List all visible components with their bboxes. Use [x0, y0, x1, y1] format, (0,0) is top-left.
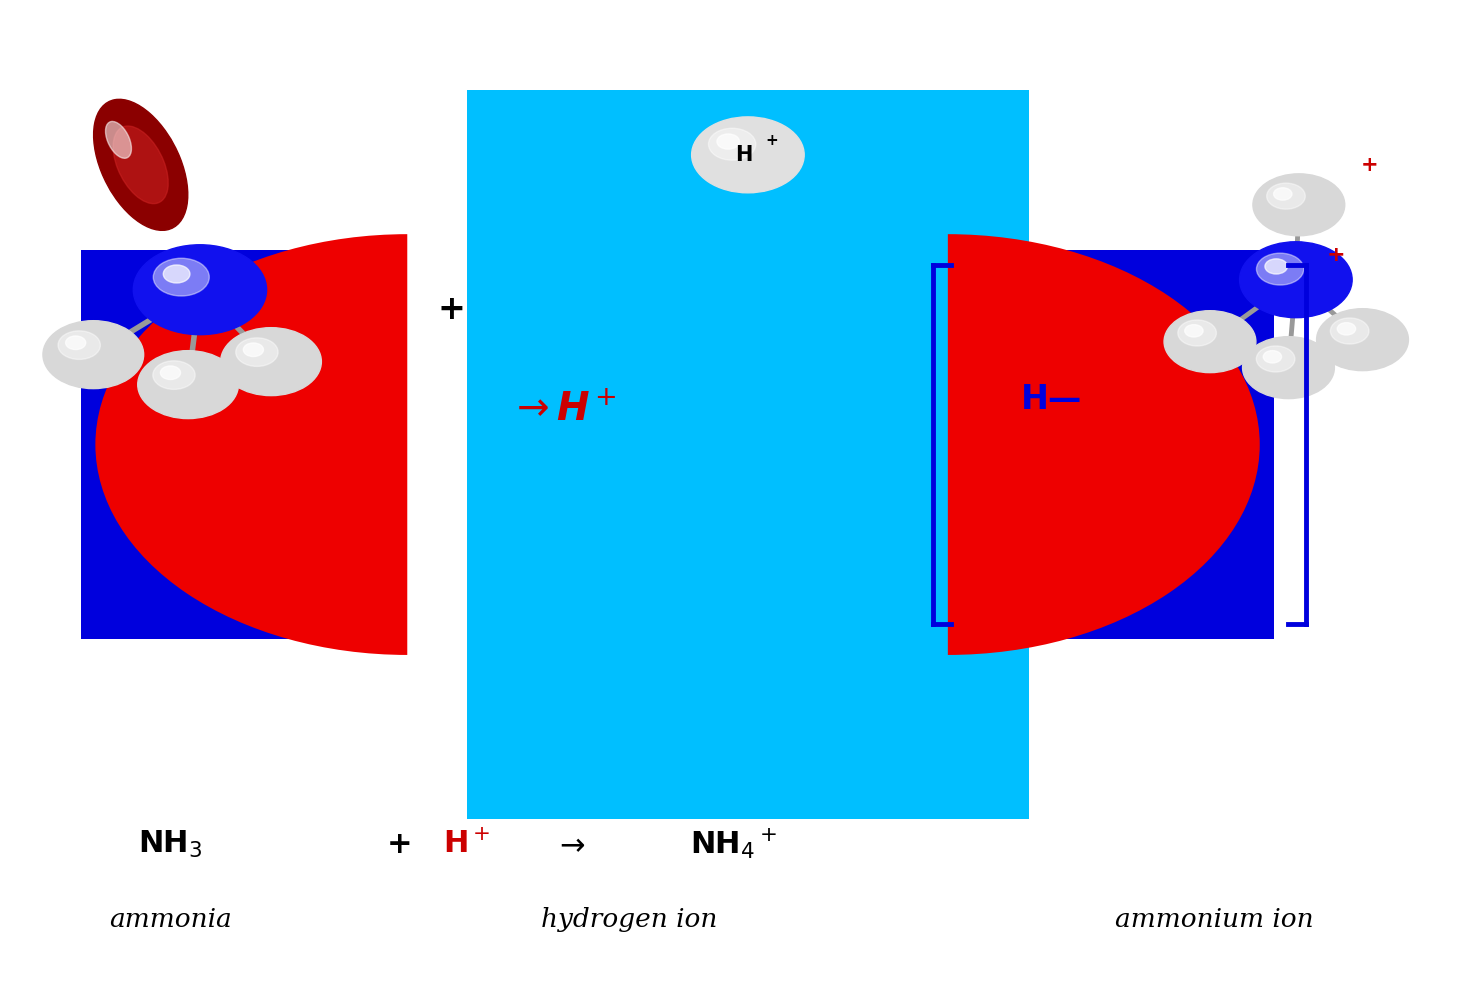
Circle shape: [221, 328, 321, 396]
Text: NH$_3$: NH$_3$: [138, 828, 203, 860]
Text: hydrogen ion: hydrogen ion: [541, 906, 718, 932]
Circle shape: [1243, 337, 1334, 399]
Circle shape: [43, 321, 144, 389]
Circle shape: [1240, 242, 1352, 318]
Circle shape: [154, 259, 209, 296]
Text: +: +: [1327, 245, 1346, 265]
Wedge shape: [95, 234, 407, 655]
Circle shape: [1265, 259, 1287, 274]
Text: +: +: [438, 293, 465, 327]
Circle shape: [717, 134, 739, 149]
Circle shape: [692, 117, 804, 193]
Text: H—: H—: [1020, 383, 1083, 417]
Circle shape: [1330, 318, 1368, 344]
Circle shape: [1266, 183, 1305, 209]
Text: +: +: [387, 829, 413, 859]
Text: $\rightarrow$H$^+$: $\rightarrow$H$^+$: [509, 391, 616, 429]
Wedge shape: [948, 234, 1260, 655]
Circle shape: [1274, 188, 1291, 200]
Text: +: +: [1361, 155, 1379, 175]
Circle shape: [133, 245, 267, 335]
Circle shape: [138, 351, 238, 419]
Circle shape: [243, 343, 264, 357]
Ellipse shape: [93, 99, 188, 231]
Circle shape: [1177, 320, 1216, 346]
Bar: [948, 250, 1274, 639]
Ellipse shape: [113, 126, 169, 204]
Circle shape: [1185, 325, 1203, 337]
Ellipse shape: [105, 122, 132, 158]
Circle shape: [153, 361, 195, 390]
Circle shape: [65, 336, 86, 350]
Text: H$^+$: H$^+$: [443, 829, 490, 859]
Circle shape: [1164, 311, 1256, 373]
Circle shape: [235, 338, 278, 367]
Text: +: +: [766, 133, 778, 149]
Circle shape: [1337, 323, 1355, 335]
Circle shape: [1256, 253, 1303, 285]
Text: $\rightarrow$: $\rightarrow$: [554, 829, 586, 859]
Circle shape: [1317, 309, 1408, 371]
Circle shape: [708, 128, 755, 160]
Bar: [81, 250, 407, 639]
Text: H: H: [735, 145, 752, 165]
Text: ammonia: ammonia: [110, 906, 231, 932]
Bar: [467, 90, 1029, 819]
Text: ammonium ion: ammonium ion: [1115, 906, 1314, 932]
Circle shape: [58, 331, 101, 360]
Circle shape: [1256, 346, 1294, 372]
Circle shape: [1263, 351, 1281, 363]
Circle shape: [163, 265, 190, 283]
Circle shape: [1253, 174, 1345, 236]
Text: NH$_4$$^+$: NH$_4$$^+$: [690, 827, 776, 861]
Circle shape: [160, 366, 181, 380]
